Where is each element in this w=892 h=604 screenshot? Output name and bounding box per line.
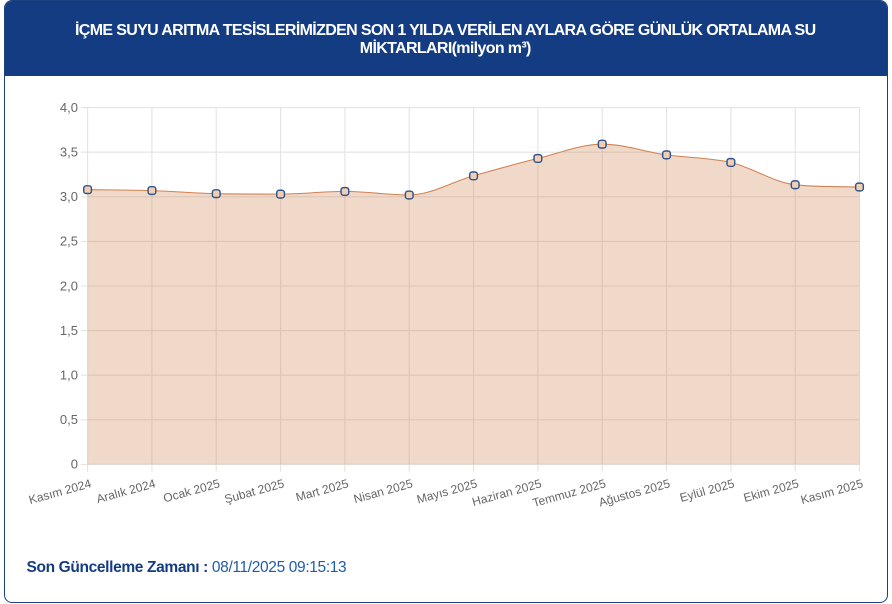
svg-text:3,0: 3,0	[59, 189, 77, 204]
svg-text:2,0: 2,0	[59, 278, 77, 293]
svg-text:Kasım 2025: Kasım 2025	[799, 476, 865, 507]
svg-text:Mayıs 2025: Mayıs 2025	[415, 476, 479, 506]
svg-text:Eylül 2025: Eylül 2025	[678, 476, 736, 505]
svg-text:Temmuz 2025: Temmuz 2025	[530, 476, 607, 510]
svg-text:0,5: 0,5	[59, 412, 77, 427]
svg-text:3,5: 3,5	[59, 144, 77, 159]
svg-text:Mart 2025: Mart 2025	[294, 476, 350, 504]
svg-text:Kasım 2024: Kasım 2024	[27, 476, 93, 507]
svg-text:1,0: 1,0	[59, 367, 77, 382]
svg-text:2,5: 2,5	[59, 233, 77, 248]
svg-text:4,0: 4,0	[59, 99, 77, 114]
svg-text:Ocak 2025: Ocak 2025	[161, 476, 221, 505]
svg-text:Ağustos 2025: Ağustos 2025	[597, 476, 672, 509]
svg-text:Ekim 2025: Ekim 2025	[741, 476, 800, 505]
svg-text:0: 0	[70, 456, 77, 471]
svg-text:Nisan 2025: Nisan 2025	[352, 476, 415, 506]
svg-text:Şubat 2025: Şubat 2025	[222, 476, 285, 506]
svg-text:1,5: 1,5	[59, 322, 77, 337]
svg-text:Aralık 2024: Aralık 2024	[94, 476, 157, 506]
